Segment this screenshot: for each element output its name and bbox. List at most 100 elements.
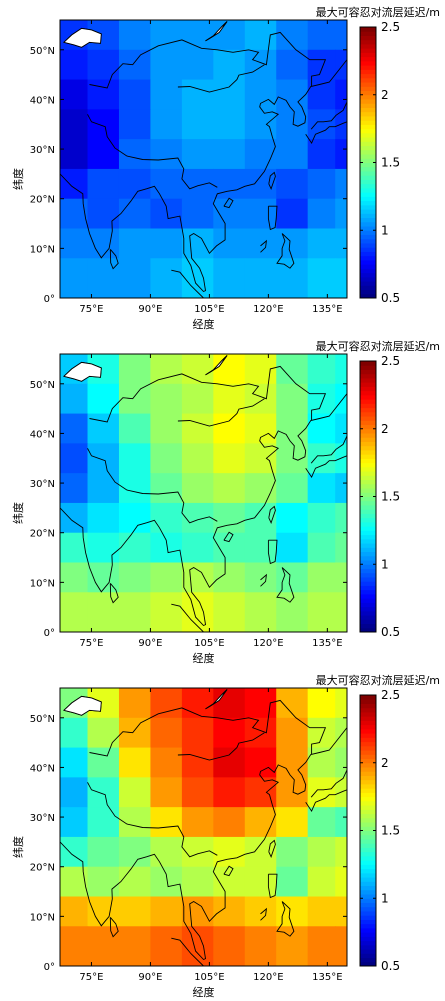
heatmap-cell xyxy=(150,926,183,966)
colorbar-step xyxy=(360,115,376,121)
colorbar-step xyxy=(360,906,376,912)
colorbar-step xyxy=(360,441,376,447)
colorbar-tick-label: 0.5 xyxy=(381,291,400,305)
heatmap-cell xyxy=(213,109,246,140)
coastline xyxy=(87,114,218,190)
colorbar-step xyxy=(360,281,376,286)
colorbar-step xyxy=(360,471,376,476)
heatmap-cell xyxy=(181,866,214,898)
colorbar-step xyxy=(360,179,376,185)
heatmap-cell xyxy=(244,896,277,927)
x-axis-label: 经度 xyxy=(193,985,215,999)
heatmap-cell xyxy=(181,926,214,966)
colorbar-step xyxy=(360,606,376,612)
colorbar-step xyxy=(360,551,376,557)
heatmap-cell xyxy=(276,168,309,200)
heatmap-cell xyxy=(307,807,336,838)
colorbar-step xyxy=(360,864,376,870)
heatmap-svg: 75°E 90°E 105°E 120°E 135°E 0° 10°N 20°N 30°N 40°… xyxy=(11,5,440,331)
heatmap-cell xyxy=(150,20,183,51)
colorbar-step xyxy=(360,365,376,370)
coastline xyxy=(267,873,278,899)
heatmap-cell xyxy=(87,49,120,81)
colorbar-tick-label: 1.5 xyxy=(381,490,400,504)
colorbar-tick-label: 2 xyxy=(381,88,389,102)
heatmap-cell xyxy=(213,49,246,81)
colorbar-step xyxy=(360,196,376,202)
heatmap-cell xyxy=(213,168,246,200)
heatmap-cell xyxy=(276,413,309,444)
coastline xyxy=(171,603,204,632)
colorbar-step xyxy=(360,898,376,903)
colorbar-step xyxy=(360,610,376,616)
colorbar-step xyxy=(360,230,376,235)
lake xyxy=(205,355,228,376)
colorbar-step xyxy=(360,872,376,878)
colorbar-step xyxy=(360,386,376,392)
heatmap-cell xyxy=(87,532,120,564)
y-tick-label: 10°N xyxy=(30,912,55,923)
colorbar-step xyxy=(360,881,376,887)
heatmap-cell xyxy=(276,49,309,81)
heatmap-cell xyxy=(244,592,277,632)
colorbar-step xyxy=(360,272,376,278)
heatmap-cell xyxy=(213,777,246,808)
heatmap-cell xyxy=(181,807,214,838)
heatmap-cell xyxy=(60,836,89,868)
heatmap-cell xyxy=(118,79,152,110)
heatmap-cell xyxy=(213,198,246,230)
coastline xyxy=(60,59,347,293)
colorbar-step xyxy=(360,534,376,540)
colorbar-step xyxy=(360,428,376,434)
heatmap-cell xyxy=(244,383,277,415)
heatmap-cell xyxy=(60,592,89,632)
heatmap-cell xyxy=(87,79,120,110)
colorbar-step xyxy=(360,445,376,451)
heatmap-cell xyxy=(213,473,246,504)
heatmap-cell xyxy=(335,354,347,385)
colorbar-step xyxy=(360,957,376,963)
heatmap-cell xyxy=(213,139,246,170)
heatmap-cell xyxy=(181,198,214,230)
colorbar-step xyxy=(360,695,376,700)
colorbar-step xyxy=(360,724,376,730)
colorbar-step xyxy=(360,141,376,147)
heatmap-svg: 75°E 90°E 105°E 120°E 135°E 0° 10°N 20°N 30°N 40°… xyxy=(11,339,440,665)
x-tick-label: 75°E xyxy=(79,304,103,315)
heatmap-cell xyxy=(307,198,336,230)
heatmap-cell xyxy=(276,473,309,504)
heatmap-cell xyxy=(60,532,89,564)
heatmap-cell xyxy=(335,443,347,474)
colorbar-step xyxy=(360,792,376,798)
coastline-layer xyxy=(60,689,347,966)
colorbar-step xyxy=(360,479,376,485)
heatmap-cell xyxy=(181,777,214,808)
heatmap-cell xyxy=(181,49,214,81)
colorbar-step xyxy=(360,98,376,104)
heatmap-cell xyxy=(118,383,152,415)
heatmap-cell xyxy=(307,443,336,474)
heatmap-cell xyxy=(118,866,152,898)
heatmap-cell xyxy=(150,443,183,474)
heatmap-cell xyxy=(335,20,347,51)
heatmap-cell xyxy=(118,717,152,749)
y-tick-label: 0° xyxy=(44,294,55,305)
heatmap-cell xyxy=(244,20,277,51)
heatmap-cell xyxy=(181,473,214,504)
colorbar-step xyxy=(360,822,376,827)
colorbar-step xyxy=(360,737,376,743)
heatmap-cell xyxy=(276,836,309,868)
colorbar-step xyxy=(360,500,376,506)
heatmap-cell xyxy=(244,228,277,259)
heatmap-cell xyxy=(60,443,89,474)
colorbar-step xyxy=(360,894,376,899)
heatmap-cell xyxy=(150,592,183,632)
colorbar-step xyxy=(360,940,376,946)
colorbar-step xyxy=(360,919,376,925)
colorbar: 0.5 1 1.5 2 2.5 xyxy=(359,354,400,639)
colorbar-step xyxy=(360,454,376,459)
colorbar-step xyxy=(360,132,376,138)
colorbar-step xyxy=(360,496,376,502)
colorbar-title: 最大可容忍对流层延迟/m xyxy=(316,5,440,19)
heatmap-cell xyxy=(335,383,347,415)
